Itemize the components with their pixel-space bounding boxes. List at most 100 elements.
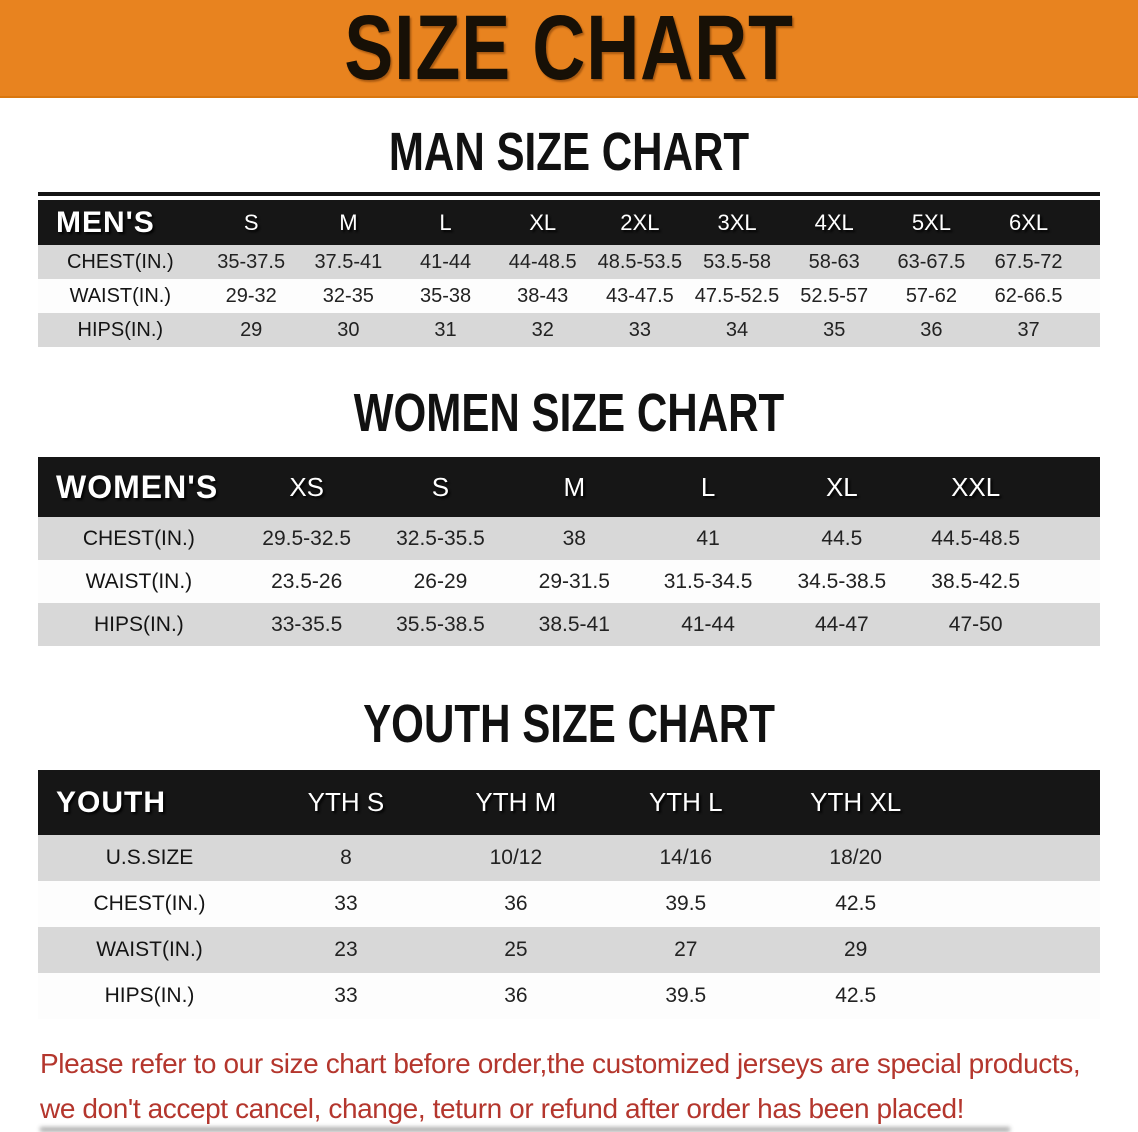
- size-column-header: S: [373, 457, 508, 517]
- size-column-header: YTH M: [430, 770, 601, 835]
- measurement-label: CHEST(IN.): [82, 526, 195, 550]
- size-column-header: 6XL: [979, 200, 1078, 245]
- measurement-value: 27: [674, 938, 698, 961]
- measurement-value: 44.5: [821, 526, 863, 550]
- men-section-heading-text: MAN SIZE CHART: [388, 122, 750, 182]
- measurement-value: 41-44: [419, 250, 472, 273]
- women-size-table: WOMEN'S XS S M L XL XXL CHEST(IN.) 29.5-32.5 32.5…: [38, 457, 1100, 646]
- size-column-header: YTH L: [600, 770, 771, 835]
- measurement-value: 42.5: [835, 892, 877, 915]
- measurement-row: CHEST(IN.) 29.5-32.5 32.5-35.5 38 41 44.5 44.5…: [38, 517, 1100, 560]
- men-table-wrap: MEN'S S M L XL 2XL 3XL 4XL 5XL 6XL CHEST(IN.) 35-37…: [38, 192, 1100, 347]
- measurement-value: 38.5-41: [538, 612, 610, 636]
- size-column-header: 3XL: [688, 200, 786, 245]
- measurement-value: 37: [1017, 318, 1040, 341]
- women-table-wrap: WOMEN'S XS S M L XL XXL CHEST(IN.) 29.5-32.5 32.5…: [38, 457, 1100, 646]
- measurement-value: 35-38: [419, 284, 472, 307]
- measurement-value: 41: [696, 526, 720, 550]
- youth-section-heading-text: YOUTH SIZE CHART: [363, 694, 775, 754]
- measurement-value: 25: [504, 938, 528, 961]
- size-column-header: 5XL: [882, 200, 980, 245]
- measurement-value: 30: [337, 318, 360, 341]
- measurement-value: 33: [334, 984, 358, 1007]
- measurement-value: 48.5-53.5: [597, 250, 683, 273]
- measurement-value: 52.5-57: [800, 284, 869, 307]
- women-section-heading-text: WOMEN SIZE CHART: [353, 383, 785, 443]
- measurement-row: HIPS(IN.) 33 36 39.5 42.5: [38, 973, 1100, 1019]
- measurement-value: 26-29: [413, 569, 468, 593]
- size-column-header: L: [396, 200, 495, 245]
- measurement-value: 10/12: [489, 846, 543, 869]
- measurement-value: 38.5-42.5: [931, 569, 1021, 593]
- measurement-row: CHEST(IN.) 33 36 39.5 42.5: [38, 881, 1100, 927]
- size-column-header: XXL: [908, 457, 1043, 517]
- measurement-value: 29: [240, 318, 263, 341]
- measurement-label: HIPS(IN.): [104, 984, 195, 1007]
- disclaimer-note: Please refer to our size chart before or…: [40, 1041, 1138, 1131]
- disclaimer-line-2: we don't accept cancel, change, teturn o…: [40, 1093, 965, 1124]
- header-spacer: [1042, 457, 1100, 517]
- table-category-label: YOUTH: [38, 770, 262, 835]
- measurement-label: CHEST(IN.): [93, 892, 206, 915]
- measurement-value: 39.5: [665, 892, 707, 915]
- banner-title: SIZE CHART: [344, 0, 794, 99]
- measurement-value: 31: [434, 318, 457, 341]
- measurement-value: 44-48.5: [508, 250, 577, 273]
- row-spacer: [1077, 279, 1100, 313]
- men-size-table: MEN'S S M L XL 2XL 3XL 4XL 5XL 6XL CHEST(IN.) 35-37…: [38, 200, 1100, 347]
- measurement-value: 47-50: [948, 612, 1003, 636]
- disclaimer-line-1: Please refer to our size chart before or…: [40, 1048, 1081, 1079]
- measurement-value: 62-66.5: [994, 284, 1063, 307]
- measurement-value: 33: [334, 892, 358, 915]
- measurement-value: 58-63: [808, 250, 860, 273]
- measurement-value: 35.5-38.5: [396, 612, 485, 636]
- measurement-value: 29-31.5: [538, 569, 610, 593]
- measurement-value: 34: [725, 318, 749, 341]
- measurement-value: 44-47: [815, 612, 869, 636]
- measurement-label: CHEST(IN.): [66, 250, 174, 273]
- size-column-header: XL: [774, 457, 909, 517]
- size-column-header: M: [299, 200, 397, 245]
- men-table-top-rule: [38, 192, 1100, 196]
- table-category-label: MEN'S: [38, 200, 203, 245]
- measurement-row: WAIST(IN.) 29-32 32-35 35-38 38-43 43-47.5 47.…: [38, 279, 1100, 313]
- measurement-value: 36: [504, 984, 528, 1007]
- measurement-value: 57-62: [905, 284, 957, 307]
- table-category-label: WOMEN'S: [38, 457, 240, 517]
- size-column-header: M: [507, 457, 642, 517]
- measurement-label: HIPS(IN.): [77, 318, 164, 341]
- bottom-smudge-line: [40, 1127, 1010, 1132]
- row-spacer: [941, 927, 1100, 973]
- measurement-value: 36: [504, 892, 528, 915]
- measurement-value: 47.5-52.5: [694, 284, 780, 307]
- size-column-header: S: [202, 200, 300, 245]
- measurement-label: HIPS(IN.): [93, 612, 184, 636]
- size-column-header: XL: [494, 200, 592, 245]
- youth-size-table: YOUTH YTH S YTH M YTH L YTH XL U.S.SIZE 8 10/12…: [38, 770, 1100, 1019]
- row-spacer: [1077, 313, 1100, 347]
- measurement-value: 33: [628, 318, 651, 341]
- measurement-value: 23: [334, 938, 358, 961]
- row-spacer: [1043, 560, 1100, 603]
- size-column-header: 2XL: [591, 200, 689, 245]
- measurement-value: 42.5: [835, 984, 877, 1007]
- row-spacer: [941, 973, 1100, 1019]
- measurement-row: HIPS(IN.) 29 30 31 32 33 34 35 36 37: [38, 313, 1100, 347]
- youth-section: YOUTH SIZE CHART YOUTH YTH S YTH M YTH L YTH…: [0, 696, 1138, 1019]
- measurement-value: 35: [823, 318, 846, 341]
- measurement-value: 67.5-72: [994, 250, 1063, 273]
- men-section: MAN SIZE CHART MEN'S S M L XL 2XL 3XL 4XL 5XL 6XL…: [0, 124, 1138, 347]
- measurement-value: 38: [562, 526, 586, 550]
- measurement-value: 32: [531, 318, 554, 341]
- men-section-heading: MAN SIZE CHART: [0, 124, 1138, 180]
- measurement-label: WAIST(IN.): [96, 938, 203, 961]
- row-spacer: [941, 881, 1100, 927]
- measurement-row: WAIST(IN.) 23 25 27 29: [38, 927, 1100, 973]
- measurement-value: 41-44: [681, 612, 735, 636]
- banner: SIZE CHART: [0, 0, 1138, 98]
- measurement-value: 23.5-26: [271, 569, 343, 593]
- size-column-header: YTH XL: [770, 770, 941, 835]
- measurement-row: WAIST(IN.) 23.5-26 26-29 29-31.5 31.5-34.5 34…: [38, 560, 1100, 603]
- row-spacer: [1043, 517, 1100, 560]
